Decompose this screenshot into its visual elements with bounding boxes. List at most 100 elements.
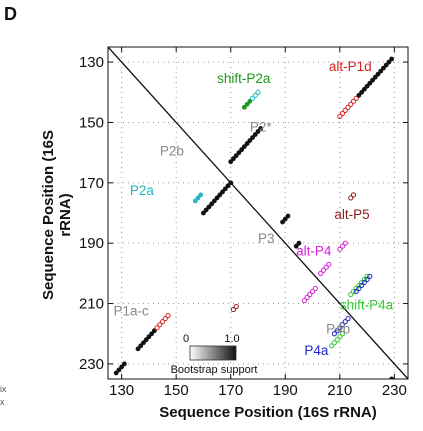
- data-point: [364, 276, 370, 282]
- data-point: [285, 213, 291, 219]
- annotation-label: P2b: [160, 144, 184, 159]
- data-point: [233, 153, 239, 159]
- diagonal-line: [108, 47, 408, 379]
- cutoff-text: x: [0, 397, 5, 407]
- data-point: [121, 361, 127, 367]
- data-point: [309, 288, 316, 295]
- data-point: [361, 86, 367, 92]
- data-point: [201, 210, 206, 216]
- annotation-label: P2a: [130, 183, 155, 198]
- data-point: [214, 195, 220, 201]
- data-point: [361, 279, 367, 286]
- data-point: [149, 331, 155, 337]
- data-point: [389, 56, 395, 62]
- data-point: [372, 74, 378, 80]
- data-point: [337, 334, 343, 340]
- data-point: [143, 337, 149, 343]
- plot-frame: [107, 46, 409, 380]
- y-tick-label: 210: [79, 296, 104, 313]
- data-point: [318, 270, 324, 276]
- data-point: [353, 285, 359, 292]
- data-point: [326, 261, 332, 267]
- panel-letter: D: [4, 4, 17, 24]
- data-point: [359, 279, 365, 286]
- data-point: [241, 104, 247, 110]
- data-point: [159, 319, 166, 325]
- data-point: [119, 364, 125, 370]
- data-point: [342, 240, 348, 246]
- data-point: [378, 68, 384, 74]
- data-point: [381, 65, 386, 71]
- data-point: [345, 316, 351, 322]
- data-point: [359, 89, 365, 95]
- data-point: [157, 322, 163, 328]
- data-point: [293, 243, 299, 249]
- annotation-label: P4b: [326, 322, 350, 337]
- y-tick-label: 170: [79, 175, 104, 192]
- data-point: [359, 282, 365, 289]
- data-point: [206, 204, 212, 210]
- y-tick-label: 230: [79, 356, 104, 373]
- data-point: [255, 129, 261, 134]
- data-point: [337, 246, 343, 252]
- x-tick-label: 170: [218, 382, 243, 399]
- data-point: [348, 195, 354, 201]
- data-point: [337, 113, 343, 120]
- data-point: [135, 346, 141, 352]
- data-point: [367, 273, 373, 279]
- y-tick-label: 130: [79, 54, 104, 71]
- data-point: [241, 144, 247, 149]
- data-point: [301, 297, 307, 304]
- data-point: [356, 285, 362, 292]
- data-point: [146, 334, 152, 340]
- colorbar-max-label: 1.0: [224, 333, 239, 345]
- data-point: [162, 316, 168, 322]
- data-point: [231, 156, 236, 162]
- data-point: [211, 198, 217, 204]
- data-point: [203, 207, 209, 213]
- data-point: [389, 376, 395, 379]
- data-point: [220, 189, 225, 195]
- data-point: [350, 98, 357, 104]
- data-point: [236, 150, 242, 156]
- data-point: [239, 147, 245, 153]
- data-point: [348, 291, 354, 298]
- annotation-label: alt-P1d: [329, 59, 372, 74]
- data-point: [320, 267, 327, 273]
- data-point: [252, 92, 258, 98]
- data-point: [138, 343, 144, 349]
- data-point: [225, 183, 231, 189]
- data-point: [334, 328, 340, 334]
- data-point: [280, 219, 285, 225]
- data-point: [356, 92, 362, 98]
- data-point: [250, 135, 255, 140]
- data-point: [222, 186, 228, 192]
- data-point: [339, 331, 346, 337]
- data-point: [383, 62, 389, 68]
- data-point: [154, 325, 160, 331]
- data-point: [356, 282, 362, 289]
- data-point: [331, 331, 337, 337]
- annotation-label: alt-P5: [334, 207, 369, 222]
- x-tick-label: 210: [327, 382, 352, 399]
- data-point: [339, 243, 346, 249]
- y-tick-label: 150: [79, 114, 104, 131]
- data-point: [375, 71, 381, 77]
- data-point: [141, 340, 146, 346]
- data-point: [247, 138, 253, 143]
- data-point: [353, 95, 359, 101]
- annotation-label: alt-P4: [296, 243, 332, 258]
- data-point: [367, 80, 373, 86]
- data-point: [364, 273, 370, 279]
- data-point: [342, 319, 348, 325]
- data-point: [342, 107, 348, 113]
- data-point: [255, 89, 261, 95]
- annotation-label: P3: [258, 231, 275, 246]
- colorbar: [189, 345, 237, 361]
- data-point: [209, 201, 215, 207]
- data-point: [244, 141, 250, 146]
- annotation-label: P1a-c: [113, 304, 149, 319]
- data-point: [304, 294, 310, 301]
